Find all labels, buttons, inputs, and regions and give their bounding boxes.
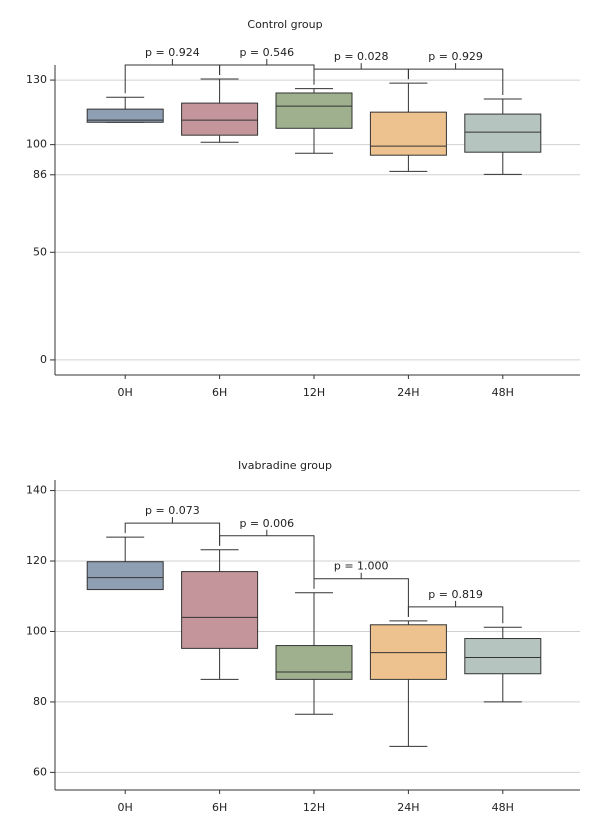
x-tick-label: 48H: [492, 801, 514, 814]
x-tick-label: 24H: [397, 386, 419, 399]
bracket: [124, 58, 221, 94]
y-tick-label: 50: [33, 245, 47, 258]
box: [275, 645, 353, 680]
x-tick-label: 6H: [212, 801, 227, 814]
bracket: [124, 517, 221, 546]
box: [464, 113, 542, 153]
box: [369, 111, 447, 156]
x-tick-label: 24H: [397, 801, 419, 814]
x-tick-label: 6H: [212, 386, 227, 399]
chart-title: Ivabradine group: [238, 459, 332, 472]
p-value: p = 0.929: [428, 50, 483, 63]
x-tick-label: 48H: [492, 386, 514, 399]
y-tick-label: 0: [40, 353, 47, 366]
bracket: [313, 63, 409, 85]
y-tick-label: 100: [26, 138, 47, 151]
y-tick-label: 100: [26, 624, 47, 637]
y-tick-label: 130: [26, 73, 47, 86]
box: [369, 624, 447, 680]
box: [181, 102, 259, 136]
box: [86, 561, 164, 591]
x-tick-label: 12H: [303, 801, 325, 814]
p-value: p = 1.000: [334, 560, 389, 573]
bracket: [219, 58, 315, 85]
p-value: p = 0.073: [145, 504, 200, 517]
x-tick-label: 0H: [118, 801, 133, 814]
box: [86, 108, 164, 123]
x-tick-label: 12H: [303, 386, 325, 399]
p-value: p = 0.546: [239, 46, 294, 59]
bracket: [407, 63, 504, 96]
p-value: p = 0.924: [145, 46, 200, 59]
y-tick-label: 140: [26, 484, 47, 497]
bracket: [313, 572, 409, 617]
bracket: [219, 529, 315, 589]
box: [181, 571, 259, 649]
y-tick-label: 60: [33, 765, 47, 778]
p-value: p = 0.819: [428, 588, 483, 601]
chart-title: Control group: [247, 18, 322, 31]
box: [464, 638, 542, 675]
y-tick-label: 86: [33, 168, 47, 181]
bracket: [407, 600, 504, 624]
y-tick-label: 120: [26, 554, 47, 567]
p-value: p = 0.006: [239, 517, 294, 530]
y-tick-label: 80: [33, 695, 47, 708]
p-value: p = 0.028: [334, 50, 389, 63]
box: [275, 92, 353, 129]
x-tick-label: 0H: [118, 386, 133, 399]
